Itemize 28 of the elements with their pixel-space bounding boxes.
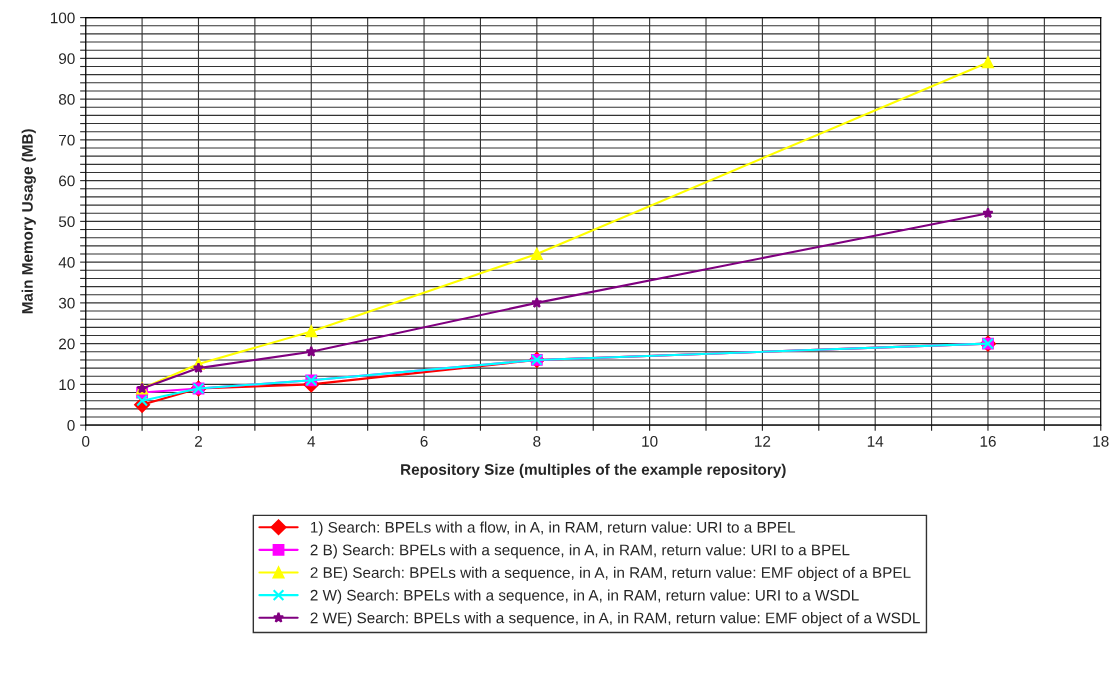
y-axis-title: Main Memory Usage (MB)	[21, 129, 36, 314]
y-tick-label: 100	[50, 12, 75, 24]
x-tick-label: 2	[195, 435, 202, 447]
y-tick-label: 30	[58, 297, 75, 309]
legend-label: 2 BE) Search: BPELs with a sequence, in A, in RAM, return value: EMF object of a BPEL	[310, 566, 911, 582]
legend-label: 2 B) Search: BPELs with a sequence, in A, in RAM, return value: URI to a BPEL	[310, 544, 850, 559]
x-tick-label: 4	[307, 436, 316, 447]
y-tick-label: 70	[59, 134, 75, 146]
legend-label: 1) Search: BPELs with a flow, in A, in RAM, return value: URI to a BPEL	[311, 521, 796, 536]
x-tick-label: 0	[82, 435, 90, 447]
y-tick-label: 20	[59, 338, 75, 350]
y-tick-label: 90	[59, 53, 75, 65]
y-tick-label: 10	[59, 379, 75, 391]
y-tick-label: 40	[58, 257, 75, 268]
y-tick-label: 50	[58, 216, 75, 228]
x-tick-label: 10	[642, 435, 658, 447]
x-tick-label: 14	[867, 436, 884, 447]
x-tick-label: 18	[1093, 435, 1109, 447]
y-tick-label: 0	[67, 420, 75, 431]
x-tick-label: 16	[980, 435, 996, 447]
y-tick-label: 80	[58, 93, 75, 105]
x-axis-title: Repository Size (multiples of the example repository)	[401, 463, 786, 478]
x-tick-label: 8	[533, 435, 541, 447]
x-tick-label: 12	[755, 435, 771, 447]
legend-label: 2 W) Search: BPELs with a sequence, in A, in RAM, return value: URI to a WSDL	[310, 589, 859, 604]
legend-label: 2 WE) Search: BPELs with a sequence, in A, in RAM, return value: EMF object of a WSDL	[310, 612, 920, 627]
y-tick-label: 60	[59, 175, 75, 187]
x-tick-label: 6	[420, 435, 428, 447]
